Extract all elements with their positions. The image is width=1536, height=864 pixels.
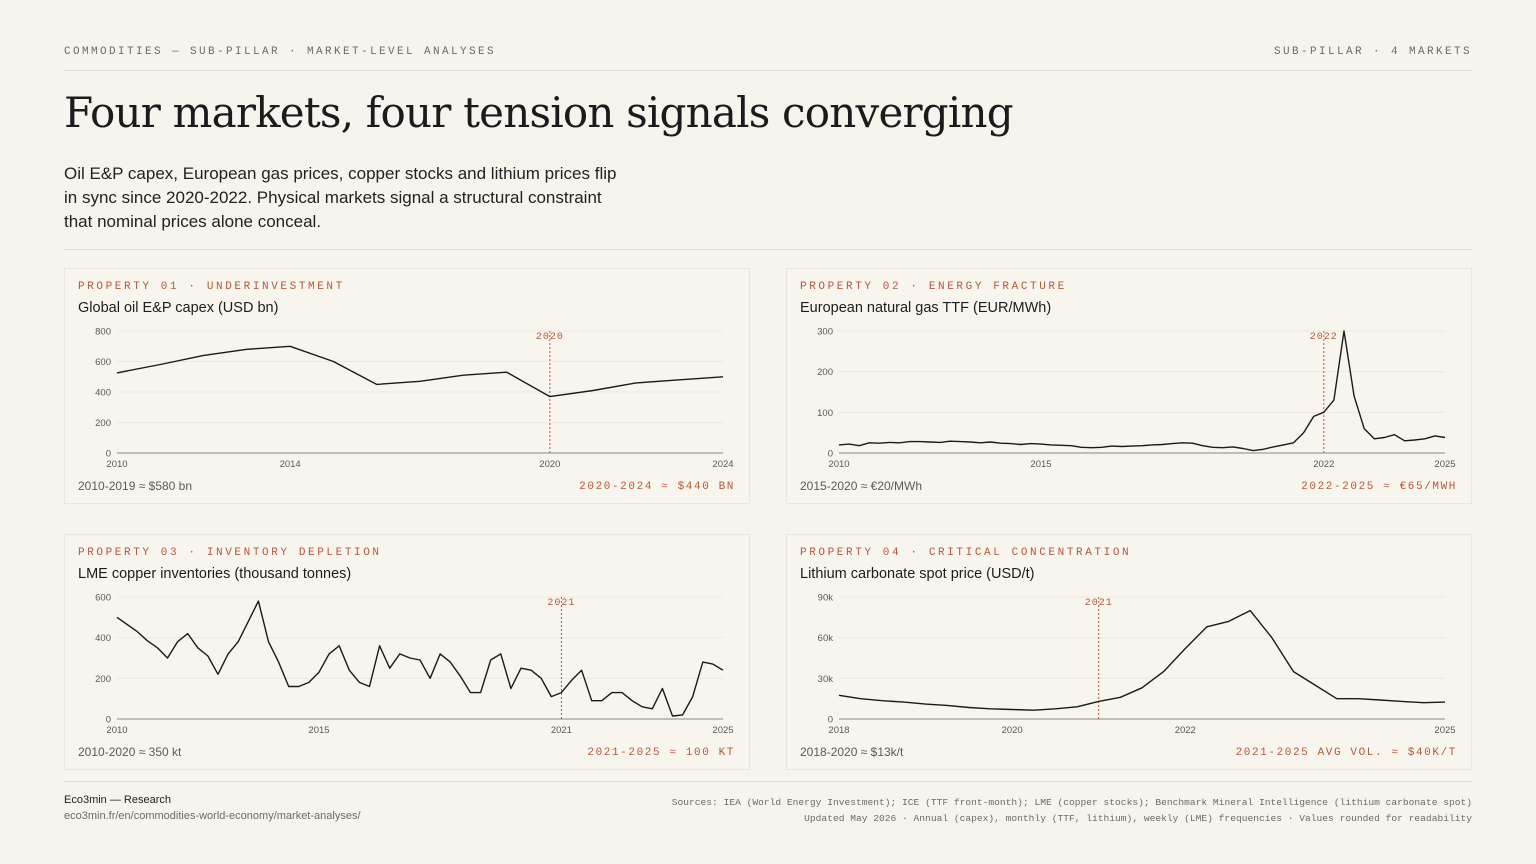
marker-label: 2022 xyxy=(1310,332,1338,343)
x-tick-label: 2015 xyxy=(1030,459,1051,470)
y-tick-label: 30k xyxy=(818,674,834,685)
x-tick-label: 2025 xyxy=(712,725,733,736)
x-tick-label: 2020 xyxy=(1002,725,1023,736)
y-tick-label: 300 xyxy=(817,327,833,338)
x-tick-label: 2022 xyxy=(1313,459,1334,470)
y-tick-label: 800 xyxy=(95,327,111,338)
footer-url[interactable]: eco3min.fr/en/commodities-world-economy/… xyxy=(64,810,361,822)
y-tick-label: 200 xyxy=(95,674,111,685)
x-tick-label: 2010 xyxy=(106,725,127,736)
x-tick-label: 2010 xyxy=(106,459,127,470)
footer-brand: Eco3min — Research xyxy=(64,794,171,806)
chart-copper: 0 200 400 600 2010 2015 2021 2025 2021 xyxy=(95,593,733,737)
panel-right-note: 2021-2025 ≈ 100 KT xyxy=(587,747,735,759)
sources-line: Sources: IEA (World Energy Investment); … xyxy=(671,797,1472,808)
lead-paragraph: Oil E&P capex, European gas prices, copp… xyxy=(64,164,617,231)
divider xyxy=(64,249,1472,250)
x-tick-label: 2024 xyxy=(712,459,733,470)
panel-title: Lithium carbonate spot price (USD/t) xyxy=(800,566,1035,582)
section-label: SUB-PILLAR · 4 MARKETS xyxy=(1273,46,1472,58)
y-tick-label: 90k xyxy=(818,593,834,604)
panel-tag: PROPERTY 04 · CRITICAL CONCENTRATION xyxy=(800,547,1132,559)
panel-tag: PROPERTY 03 · INVENTORY DEPLETION xyxy=(78,547,382,559)
x-tick-label: 2010 xyxy=(828,459,849,470)
y-tick-label: 200 xyxy=(817,367,833,378)
x-tick-label: 2025 xyxy=(1434,725,1455,736)
y-tick-label: 400 xyxy=(95,633,111,644)
series-line xyxy=(838,330,1446,452)
panel-left-note: 2010-2020 ≈ 350 kt xyxy=(78,745,182,759)
panel-right-note: 2020-2024 ≈ $440 BN xyxy=(579,481,735,493)
panel-tag: PROPERTY 02 · ENERGY FRACTURE xyxy=(800,281,1067,293)
panel-tag: PROPERTY 01 · UNDERINVESTMENT xyxy=(78,281,345,293)
panel-gas: PROPERTY 02 · ENERGY FRACTURE European n… xyxy=(786,268,1472,504)
marker-label: 2021 xyxy=(1085,598,1113,609)
marker-label: 2020 xyxy=(536,332,564,343)
panel-left-note: 2018-2020 ≈ $13k/t xyxy=(800,745,904,759)
y-tick-label: 600 xyxy=(95,357,111,368)
y-tick-label: 400 xyxy=(95,388,111,399)
updated-line: Updated May 2026 · Annual (capex), month… xyxy=(804,813,1472,824)
x-tick-label: 2014 xyxy=(280,459,301,470)
y-tick-label: 200 xyxy=(95,418,111,429)
x-tick-label: 2021 xyxy=(551,725,572,736)
y-tick-label: 0 xyxy=(828,715,833,726)
chart-capex: 0 200 400 600 800 2010 2014 2020 2024 2020 xyxy=(95,327,733,471)
panel-copper: PROPERTY 03 · INVENTORY DEPLETION LME co… xyxy=(64,534,750,770)
page-title: Four markets, four tension signals conve… xyxy=(64,88,1014,137)
x-tick-label: 2018 xyxy=(828,725,849,736)
x-tick-label: 2022 xyxy=(1175,725,1196,736)
panel-left-note: 2015-2020 ≈ €20/MWh xyxy=(800,479,922,493)
chart-lithium: 0 30k 60k 90k 2018 2020 2022 2025 2021 xyxy=(818,593,1456,737)
y-tick-label: 0 xyxy=(106,449,111,460)
panel-title: European natural gas TTF (EUR/MWh) xyxy=(800,300,1052,316)
panel-left-note: 2010-2019 ≈ $580 bn xyxy=(78,479,193,493)
x-tick-label: 2015 xyxy=(308,725,329,736)
panel-title: LME copper inventories (thousand tonnes) xyxy=(78,566,352,582)
y-tick-label: 600 xyxy=(95,593,111,604)
top-bar: COMMODITIES — SUB-PILLAR · MARKET-LEVEL … xyxy=(64,44,1472,71)
footer-divider xyxy=(64,781,1472,782)
panel-lithium: PROPERTY 04 · CRITICAL CONCENTRATION Lit… xyxy=(786,534,1472,770)
breadcrumb: COMMODITIES — SUB-PILLAR · MARKET-LEVEL … xyxy=(64,46,497,58)
series-line xyxy=(116,600,724,717)
panel-right-note: 2021-2025 AVG VOL. ≈ $40K/T xyxy=(1235,747,1457,759)
series-line xyxy=(116,345,724,398)
x-tick-label: 2020 xyxy=(539,459,560,470)
footer-sources: Sources: IEA (World Energy Investment); … xyxy=(672,795,1472,827)
y-tick-label: 0 xyxy=(828,449,833,460)
marker-label: 2021 xyxy=(547,598,575,609)
x-tick-label: 2025 xyxy=(1434,459,1455,470)
panel-right-note: 2022-2025 ≈ €65/MWH xyxy=(1301,481,1457,493)
series-line xyxy=(838,609,1446,711)
y-tick-label: 100 xyxy=(817,408,833,419)
panel-title: Global oil E&P capex (USD bn) xyxy=(78,300,279,316)
panel-capex: PROPERTY 01 · UNDERINVESTMENT Global oil… xyxy=(64,268,750,504)
y-tick-label: 60k xyxy=(818,633,834,644)
y-tick-label: 0 xyxy=(106,715,111,726)
chart-gas: 0 100 200 300 2010 2015 2022 2025 2022 xyxy=(817,327,1455,471)
